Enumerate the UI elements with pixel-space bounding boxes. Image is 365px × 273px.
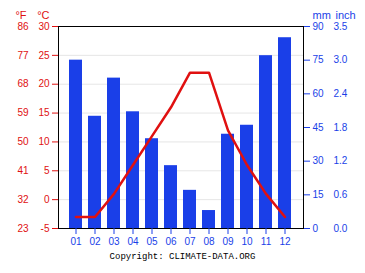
svg-text:68: 68 xyxy=(17,78,29,89)
svg-text:2.4: 2.4 xyxy=(334,88,348,99)
svg-text:inch: inch xyxy=(336,9,356,21)
svg-text:10: 10 xyxy=(241,236,253,247)
svg-text:08: 08 xyxy=(203,236,215,247)
svg-text:75: 75 xyxy=(313,54,325,65)
svg-text:15: 15 xyxy=(313,189,325,200)
svg-text:60: 60 xyxy=(313,88,325,99)
svg-text:°C: °C xyxy=(37,9,49,21)
svg-text:50: 50 xyxy=(17,136,29,147)
svg-text:59: 59 xyxy=(17,107,29,118)
svg-text:3.0: 3.0 xyxy=(334,54,348,65)
svg-text:0.6: 0.6 xyxy=(334,189,348,200)
svg-text:20: 20 xyxy=(38,78,50,89)
svg-text:10: 10 xyxy=(38,136,50,147)
svg-text:°F: °F xyxy=(15,9,26,21)
svg-text:45: 45 xyxy=(313,122,325,133)
svg-text:1.8: 1.8 xyxy=(334,122,348,133)
svg-text:06: 06 xyxy=(165,236,177,247)
svg-text:0.0: 0.0 xyxy=(334,223,348,234)
svg-text:0: 0 xyxy=(313,223,319,234)
svg-text:30: 30 xyxy=(38,21,50,32)
svg-text:01: 01 xyxy=(70,236,82,247)
svg-text:07: 07 xyxy=(184,236,196,247)
svg-text:12: 12 xyxy=(279,236,291,247)
svg-text:3.5: 3.5 xyxy=(334,21,348,32)
svg-text:03: 03 xyxy=(108,236,120,247)
svg-text:02: 02 xyxy=(89,236,101,247)
svg-text:05: 05 xyxy=(146,236,158,247)
html-text:Copyright: CLIMATE-DATA.ORG: Copyright: CLIMATE-DATA.ORG xyxy=(109,252,256,262)
svg-text:41: 41 xyxy=(17,165,29,176)
svg-text:mm: mm xyxy=(313,9,331,21)
svg-text:32: 32 xyxy=(17,194,29,205)
svg-text:-5: -5 xyxy=(41,223,50,234)
svg-text:86: 86 xyxy=(17,21,29,32)
svg-text:04: 04 xyxy=(127,236,139,247)
svg-text:90: 90 xyxy=(313,21,325,32)
svg-text:23: 23 xyxy=(17,223,29,234)
svg-text:11: 11 xyxy=(261,236,272,247)
svg-text:1.2: 1.2 xyxy=(334,155,348,166)
svg-text:30: 30 xyxy=(313,155,325,166)
svg-text:25: 25 xyxy=(38,50,50,61)
svg-text:0: 0 xyxy=(44,194,50,205)
svg-text:77: 77 xyxy=(17,50,29,61)
svg-text:09: 09 xyxy=(222,236,234,247)
svg-text:15: 15 xyxy=(38,107,50,118)
svg-text:5: 5 xyxy=(44,165,50,176)
